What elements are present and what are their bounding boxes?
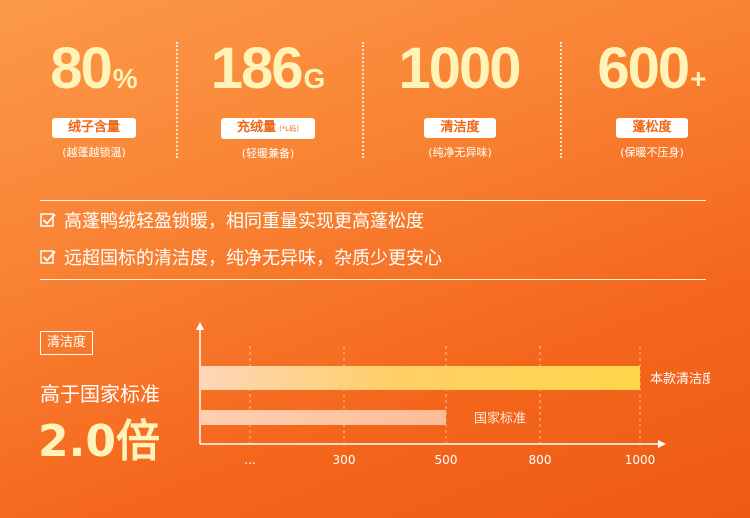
stat-note: (纯净无异味) xyxy=(428,146,492,159)
divider xyxy=(362,42,364,158)
stat-note: (保暖不压身) xyxy=(620,146,684,159)
x-axis-arrow xyxy=(658,440,666,448)
claim-item: 高蓬鸭绒轻盈锁暖，相同重量实现更高蓬松度 xyxy=(40,206,424,234)
bar xyxy=(200,366,640,390)
claim-item: 远超国标的清洁度，纯净无异味，杂质少更安心 xyxy=(40,243,442,271)
x-tick-label: 500 xyxy=(435,453,458,467)
stat-label: 蓬松度 xyxy=(616,118,688,138)
claim-text: 远超国标的清洁度，纯净无异味，杂质少更安心 xyxy=(64,248,442,269)
stat-value: 1000 xyxy=(398,36,521,101)
stat-note: (越蓬越锁温) xyxy=(62,146,126,159)
stat-value: 186G xyxy=(210,36,326,101)
stat-fill-weight: 186G 充绒量 (*L码) (轻暖兼备) xyxy=(188,36,348,161)
stat-label: 充绒量 (*L码) xyxy=(221,118,315,139)
stat-note: (轻暖兼备) xyxy=(241,147,295,160)
divider-line xyxy=(40,200,706,201)
stat-value: 600+ xyxy=(597,36,707,101)
checkbox-icon xyxy=(40,213,56,227)
chart-tick-labels: ... 300 500 800 1000 xyxy=(244,453,655,467)
cleanliness-tag: 清洁度 xyxy=(40,331,94,355)
stat-value: 80% xyxy=(50,36,138,101)
y-axis-arrow xyxy=(196,322,204,330)
checkbox-icon xyxy=(40,250,56,264)
x-tick-label: ... xyxy=(244,453,255,467)
stat-label: 清洁度 xyxy=(424,118,496,138)
bar-label: 本款清洁度 xyxy=(650,371,710,387)
divider xyxy=(560,42,562,158)
bar xyxy=(200,410,446,425)
stat-down-content: 80% 绒子含量 (越蓬越锁温) xyxy=(14,36,174,160)
stats-row: 80% 绒子含量 (越蓬越锁温) 186G 充绒量 (*L码) (轻暖兼备) 10… xyxy=(0,36,750,160)
chart-grid xyxy=(249,346,641,444)
multiplier-value: 2.0倍 xyxy=(38,416,160,467)
divider-line xyxy=(40,279,706,280)
x-tick-label: 800 xyxy=(529,453,552,467)
comparison-headline: 高于国家标准 xyxy=(40,382,160,406)
bar-label: 国家标准 xyxy=(474,411,526,427)
stat-fill-power: 600+ 蓬松度 (保暖不压身) xyxy=(572,36,732,160)
divider xyxy=(176,42,178,158)
stat-label: 绒子含量 xyxy=(51,118,136,138)
x-tick-label: 300 xyxy=(333,453,356,467)
stat-cleanliness: 1000 清洁度 (纯净无异味) xyxy=(380,36,540,160)
claim-text: 高蓬鸭绒轻盈锁暖，相同重量实现更高蓬松度 xyxy=(64,211,424,232)
x-tick-label: 1000 xyxy=(625,453,656,467)
